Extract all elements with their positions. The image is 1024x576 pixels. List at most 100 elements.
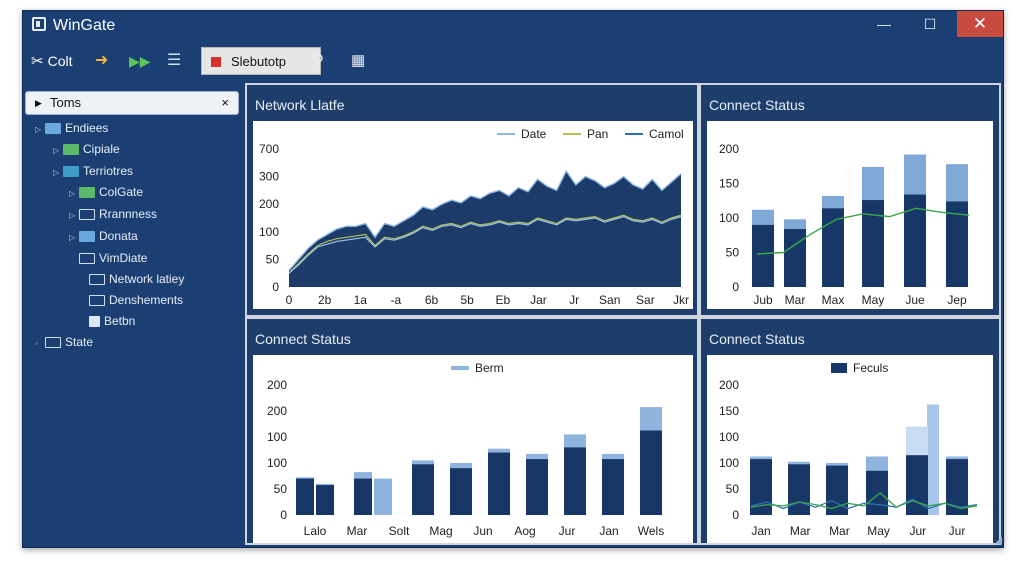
- bar-light: [374, 478, 392, 515]
- tree-item-state[interactable]: ▫ State: [35, 333, 93, 351]
- x-tick-label: Jep: [947, 293, 967, 307]
- app-logo-icon: [32, 17, 46, 31]
- legend-label: Feculs: [853, 361, 888, 375]
- play-icon[interactable]: ▶▶: [129, 53, 151, 69]
- chart-area: 200 150 100 100 50 0 Feculs Jan Mar Mar May Jur Jur: [707, 355, 993, 543]
- y-tick-label: 200: [259, 197, 279, 211]
- app-window: WinGate — ☐ ✕ ✂ Colt ➜ ▶▶ ☰ Slebutotp ⚲ ▦…: [22, 10, 1004, 548]
- select-label: Slebutotp: [231, 54, 286, 69]
- expand-icon: ▫: [35, 339, 38, 348]
- bar-dark: [826, 465, 848, 515]
- x-tick-label: Jun: [473, 524, 492, 538]
- select-button[interactable]: Slebutotp: [201, 47, 321, 75]
- chevron-right-icon: ▶: [35, 98, 42, 108]
- dashboard: Network Llatfe 700 300 200 100 50 0 0 2b 1a -a 6b 5…: [245, 83, 1001, 545]
- x-tick-label: Jan: [751, 524, 770, 538]
- x-tick-label: -a: [391, 293, 402, 307]
- list-icon[interactable]: ☰: [167, 52, 182, 69]
- series-line-camol: [288, 215, 682, 274]
- x-tick-label: May: [862, 293, 885, 307]
- y-tick-label: 150: [719, 404, 739, 418]
- tree-item-label: Donata: [99, 229, 138, 243]
- x-tick-label: May: [867, 524, 890, 538]
- bar-dark: [822, 208, 844, 287]
- tree-item-label: Rrannness: [99, 207, 158, 221]
- network-area-chart: 700 300 200 100 50 00 2b 1a -a 6b 5b Eb Jar Jr San Sar J…: [259, 127, 689, 307]
- folder-icon: [63, 166, 79, 177]
- resize-grip-icon[interactable]: ◢: [994, 535, 1002, 546]
- tree-item-cipiale[interactable]: ▷ Cipiale: [53, 140, 120, 158]
- x-tick-label: Mar: [347, 524, 368, 538]
- area-fill: [289, 171, 681, 287]
- y-tick-label: 50: [726, 482, 740, 496]
- y-tick-label: 100: [267, 456, 287, 470]
- tree-item-label: ColGate: [99, 185, 144, 199]
- y-tick-label: 200: [267, 404, 287, 418]
- series-line-pan: [288, 214, 682, 274]
- x-tick-label: Mar: [790, 524, 811, 538]
- pin-icon[interactable]: ⚲: [313, 52, 324, 69]
- y-tick-label: 200: [267, 378, 287, 392]
- expand-icon: ▷: [53, 146, 60, 155]
- tree-item-label: VimDiate: [99, 251, 148, 265]
- x-tick-label: Eb: [495, 293, 510, 307]
- tree-item-rrannness[interactable]: ▷ Rrannness: [69, 205, 157, 223]
- tree-item-terriotres[interactable]: ▷ Terriotres: [53, 162, 133, 180]
- x-tick-label: 2b: [318, 293, 332, 307]
- x-tick-label: Jub: [753, 293, 773, 307]
- x-tick-label: 6b: [425, 293, 439, 307]
- bar-dark: [488, 452, 510, 515]
- tree-item-label: State: [65, 335, 94, 349]
- legend-label: Pan: [587, 127, 608, 141]
- bar-dark: [862, 200, 884, 287]
- y-tick-label: 50: [274, 482, 288, 496]
- chart-area: 700 300 200 100 50 0 0 2b 1a -a 6b 5b Eb Jar Jr San Sar J…: [253, 121, 693, 309]
- series-line-date: [288, 169, 682, 271]
- expand-icon: ▷: [69, 233, 76, 242]
- bar-dark: [946, 459, 968, 515]
- y-tick-label: 300: [259, 170, 279, 184]
- y-tick-label: 50: [726, 246, 740, 260]
- panel-title: Network Llatfe: [255, 97, 345, 113]
- folder-icon: [45, 337, 61, 348]
- feculs-bar-chart: 200 150 100 100 50 0 Feculs Jan Mar Mar May Jur Jur: [719, 361, 978, 538]
- close-button[interactable]: ✕: [957, 11, 1003, 37]
- tree-item-vimdiate[interactable]: VimDiate: [79, 249, 147, 267]
- tree-item-label: Cipiale: [83, 142, 120, 156]
- x-tick-label: Jkr: [673, 293, 689, 307]
- grid-icon[interactable]: ▦: [351, 52, 366, 69]
- folder-icon: [79, 209, 95, 220]
- sidebar-search[interactable]: ▶ Toms ×: [25, 91, 239, 115]
- y-tick-label: 100: [267, 430, 287, 444]
- tree-item-colgate[interactable]: ▷ ColGate: [69, 183, 143, 201]
- minimize-button[interactable]: —: [877, 16, 891, 32]
- y-tick-label: 100: [259, 225, 279, 239]
- maximize-button[interactable]: ☐: [923, 16, 937, 32]
- arrow-icon[interactable]: ➜: [95, 52, 109, 69]
- expand-icon: ▷: [53, 168, 60, 177]
- y-tick-label: 0: [280, 508, 287, 522]
- bar-dark: [526, 459, 548, 515]
- sidebar: ▶ Toms × ▷ Endiees ▷ Cipiale ▷ Terriotres ▷…: [23, 83, 243, 547]
- x-tick-label: Jan: [599, 524, 618, 538]
- cut-button[interactable]: ✂ Colt: [31, 49, 72, 73]
- tree-item-denshements[interactable]: Denshements: [89, 291, 183, 309]
- red-square-icon: [211, 57, 221, 67]
- tree-item-betbn[interactable]: Betbn: [89, 312, 135, 330]
- y-tick-label: 150: [719, 177, 739, 191]
- tree-item-label: Terriotres: [83, 164, 134, 178]
- tree-item-endiees[interactable]: ▷ Endiees: [35, 119, 108, 137]
- bar-dark: [904, 194, 926, 287]
- toolbar: ✂ Colt ➜ ▶▶ ☰ Slebutotp ⚲ ▦: [23, 45, 1003, 79]
- search-value: Toms: [50, 95, 82, 110]
- y-tick-label: 0: [732, 280, 739, 294]
- clear-icon[interactable]: ×: [221, 95, 229, 110]
- tree-item-network-latiey[interactable]: Network latiey: [89, 270, 184, 288]
- x-tick-label: Jue: [905, 293, 925, 307]
- trend-line-b: [750, 492, 978, 510]
- tree-item-donata[interactable]: ▷ Donata: [69, 227, 138, 245]
- tree-item-label: Denshements: [109, 293, 184, 307]
- x-tick-label: Mar: [785, 293, 806, 307]
- y-tick-label: 0: [272, 280, 279, 294]
- bar-dark: [316, 485, 334, 515]
